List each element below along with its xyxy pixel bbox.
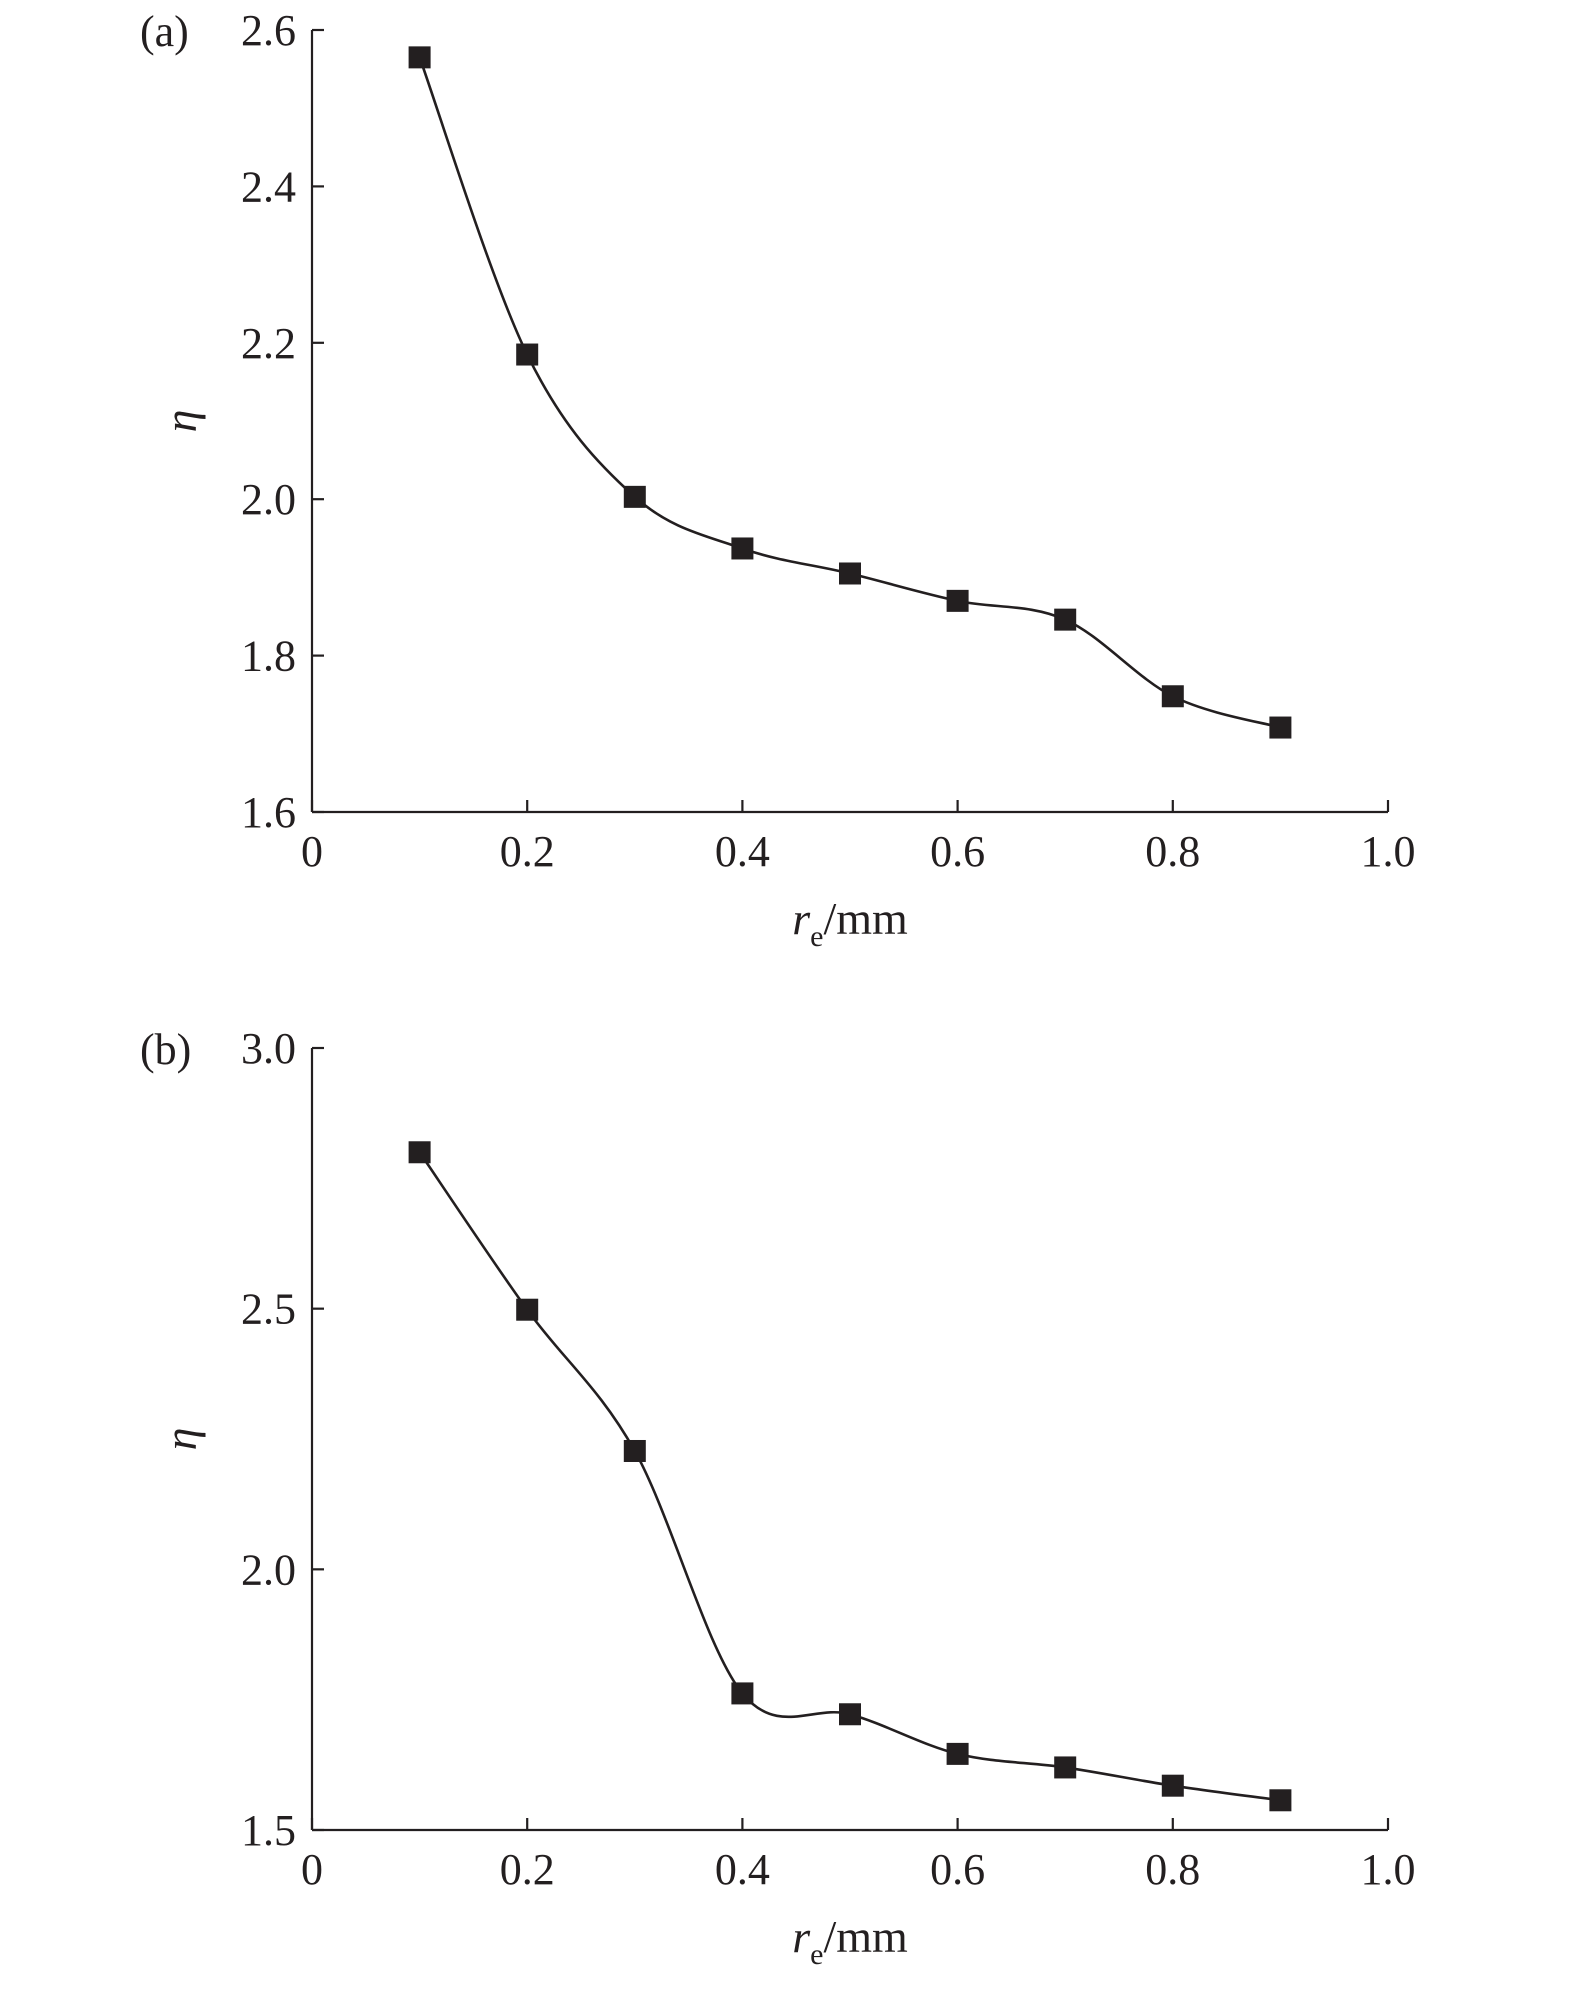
panel-label: (b) (140, 1025, 191, 1074)
x-axis-label-subscript: e (810, 1938, 823, 1971)
x-tick-label: 0.4 (715, 1845, 770, 1894)
x-axis-label-symbol: r (792, 893, 811, 944)
y-tick-label: 2.6 (241, 6, 296, 55)
y-tick-label: 2.2 (241, 319, 296, 368)
y-tick-label: 3.0 (241, 1024, 296, 1073)
x-axis-label-unit: /mm (823, 1911, 908, 1962)
chart-panel-b: 1.5 2.0 2.5 3.0 0 0.2 0.4 0.6 0.8 1.0 (b) η re/mm (140, 1024, 1416, 1971)
data-point-marker (408, 1141, 431, 1164)
data-point-marker (731, 537, 754, 560)
data-point-marker (516, 1298, 539, 1321)
data-point-marker (839, 1703, 861, 1726)
chart-panel-a: 1.6 1.8 2.0 2.2 2.4 2.6 0 0.2 0.4 0.6 0.8 1.0 (a) η re… (140, 6, 1416, 953)
data-point-marker (623, 1439, 646, 1462)
data-point-marker (1054, 1756, 1077, 1779)
x-tick-label: 0 (301, 827, 323, 876)
x-tick-label: 1.0 (1361, 827, 1416, 876)
x-axis-label: re/mm (792, 893, 908, 953)
x-tick-label: 0.6 (930, 1845, 985, 1894)
data-point-marker (946, 589, 969, 612)
y-tick-label: 2.0 (241, 1545, 296, 1594)
x-axis-label: re/mm (792, 1911, 908, 1971)
x-tick-label: 0.2 (500, 827, 555, 876)
data-point-marker (1269, 1789, 1292, 1812)
data-point-marker (946, 1742, 969, 1765)
data-point-marker (623, 485, 646, 508)
x-tick-label: 0.2 (500, 1845, 555, 1894)
x-tick-label: 0.8 (1145, 827, 1200, 876)
x-tick-label: 0.8 (1145, 1845, 1200, 1894)
x-axis-label-subscript: e (810, 920, 823, 953)
y-tick-label: 1.6 (241, 788, 296, 837)
y-tick-label: 2.5 (241, 1285, 296, 1334)
data-point-marker (516, 343, 539, 366)
y-tick-label: 2.4 (241, 162, 296, 211)
data-point-marker (1054, 608, 1077, 631)
series-line (418, 1151, 1281, 1802)
x-axis-label-unit: /mm (823, 893, 908, 944)
data-point-marker (408, 46, 431, 69)
y-axis-label: η (155, 1428, 206, 1451)
y-axis-label: η (155, 410, 206, 433)
y-tick-label: 2.0 (241, 475, 296, 524)
x-tick-label: 0 (301, 1845, 323, 1894)
data-point-marker (1161, 1774, 1184, 1797)
series-line (418, 56, 1281, 729)
data-point-marker (1269, 716, 1292, 739)
data-point-marker (839, 562, 861, 585)
data-point-marker (1161, 685, 1184, 708)
y-tick-label: 1.5 (241, 1806, 296, 1855)
panel-label: (a) (140, 7, 189, 56)
x-tick-label: 0.4 (715, 827, 770, 876)
x-axis-label-symbol: r (792, 1911, 811, 1962)
x-tick-label: 1.0 (1361, 1845, 1416, 1894)
x-tick-label: 0.6 (930, 827, 985, 876)
y-tick-label: 1.8 (241, 632, 296, 681)
data-point-marker (731, 1682, 754, 1705)
